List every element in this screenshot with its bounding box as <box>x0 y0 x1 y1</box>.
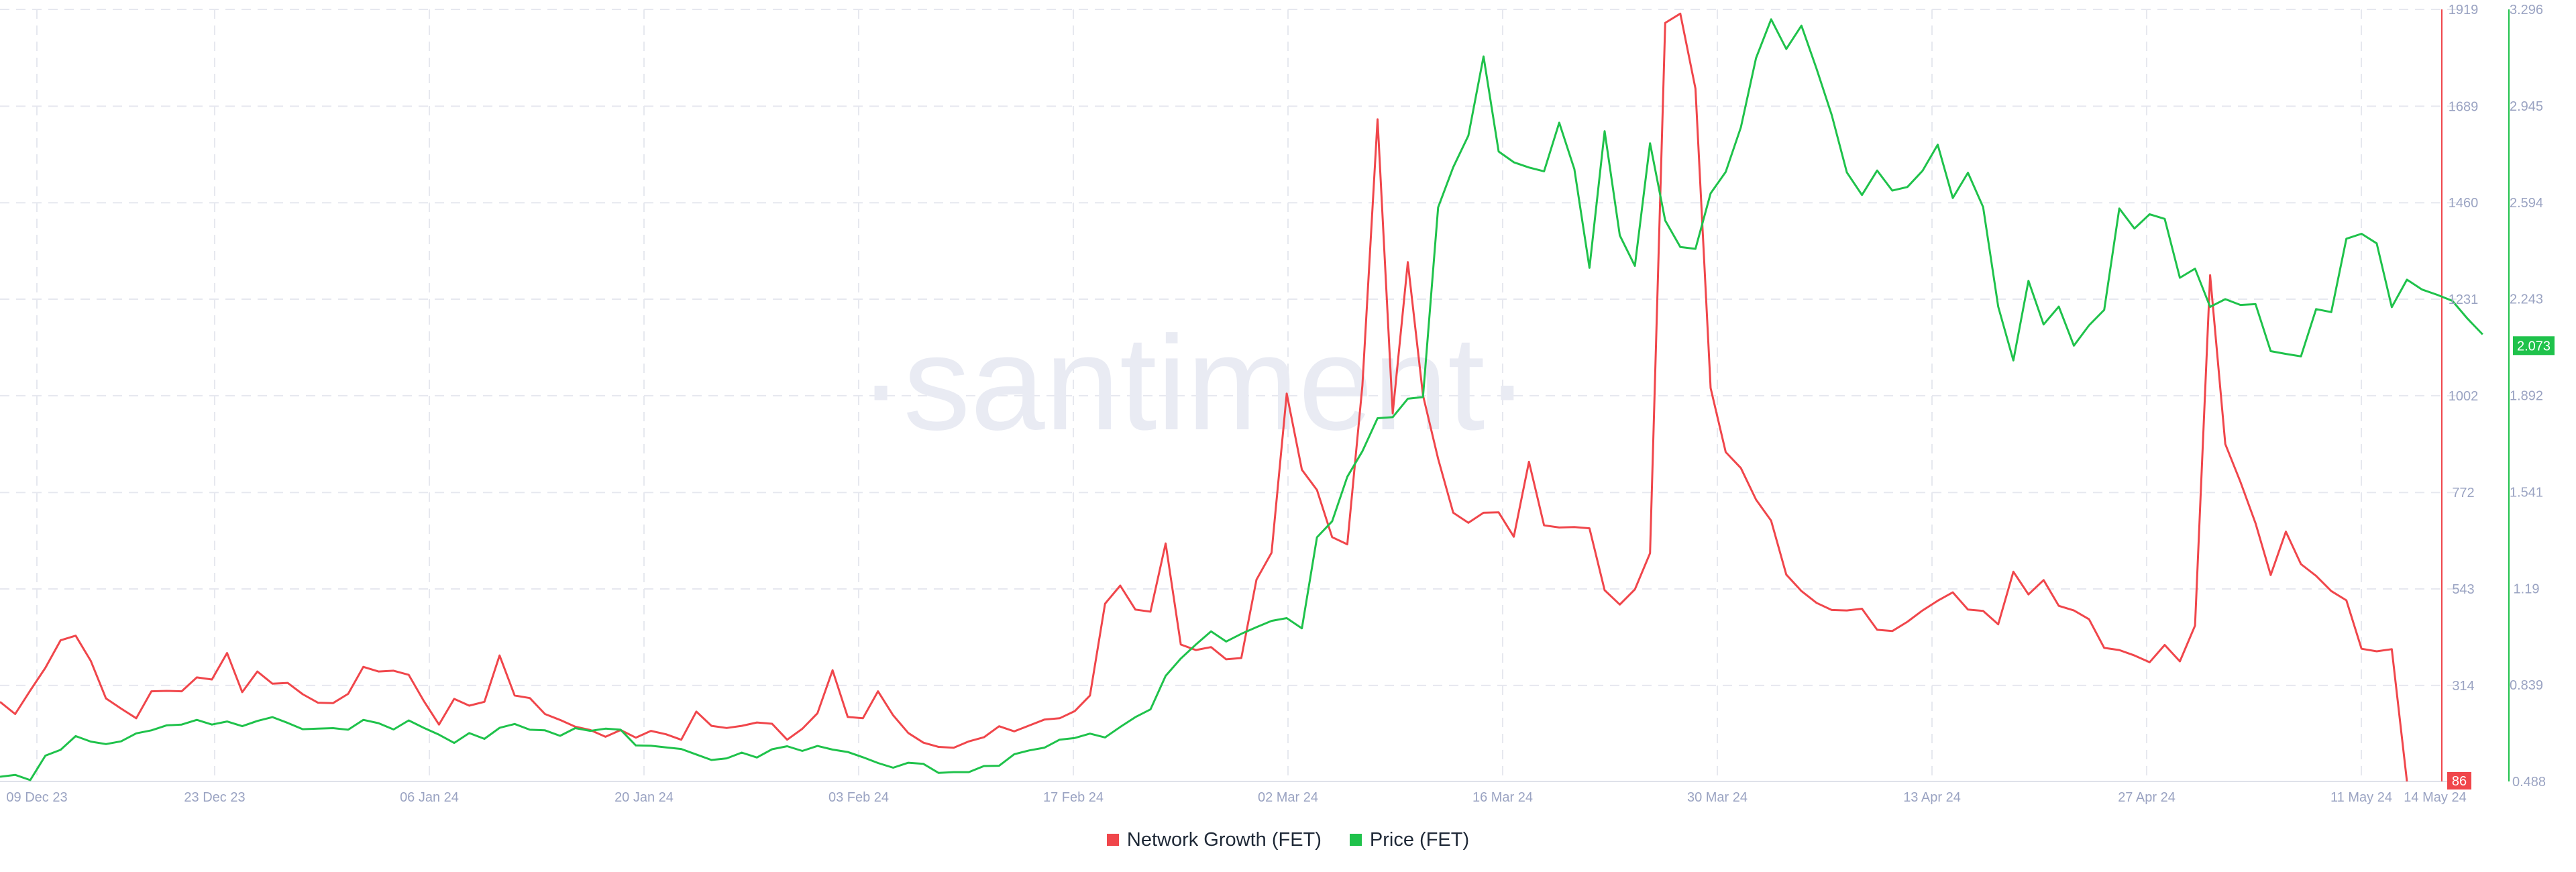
legend: Network Growth (FET) Price (FET) <box>0 824 2576 856</box>
x-axis-tick-label: 20 Jan 24 <box>614 790 674 805</box>
right-axis-tick-label: 1.541 <box>2510 485 2543 500</box>
right-axis-tick-label: 2.243 <box>2510 292 2543 307</box>
right-axis-tick-label: 2.945 <box>2510 99 2543 114</box>
right-axis-tick-label: 3.296 <box>2510 3 2543 17</box>
price-last-value: 2.073 <box>2517 339 2551 353</box>
left-axis-tick-label: 314 <box>2452 679 2474 694</box>
right-axis-tick-label: 0.488 <box>2512 775 2546 789</box>
santiment-watermark: ·santiment· <box>859 309 1529 458</box>
network-growth-swatch <box>1106 834 1119 846</box>
x-axis-tick-label: 02 Mar 24 <box>1258 790 1318 805</box>
x-axis-tick-label: 23 Dec 23 <box>184 790 245 805</box>
x-axis-tick-label: 13 Apr 24 <box>1903 790 1961 805</box>
series <box>0 12 2483 782</box>
x-axis-tick-label: 09 Dec 23 <box>6 790 67 805</box>
x-axis-tick-label: 16 Mar 24 <box>1472 790 1533 805</box>
left-axis-tick-label: 543 <box>2452 582 2474 597</box>
legend-label-price: Price (FET) <box>1369 828 1470 851</box>
price-swatch <box>1349 834 1362 846</box>
network-growth-line <box>0 12 2408 782</box>
x-axis-tick-label: 27 Apr 24 <box>2118 790 2176 805</box>
x-axis-tick-label: 06 Jan 24 <box>400 790 459 805</box>
network-growth-series <box>0 12 2408 782</box>
x-axis-tick-label: 17 Feb 24 <box>1043 790 1104 805</box>
x-axis-tick-label: 03 Feb 24 <box>828 790 889 805</box>
legend-item-network-growth[interactable]: Network Growth (FET) <box>1106 828 1322 851</box>
right-axis-tick-label: 1.892 <box>2510 389 2543 404</box>
left-axis-tick-label: 1460 <box>2449 196 2479 211</box>
x-axis-tick-label: 11 May 24 <box>2330 790 2392 805</box>
x-axis-tick-label: 14 May 24 <box>2404 790 2466 805</box>
value-badges: 86 2.073 <box>2447 336 2555 789</box>
axes <box>0 9 2510 782</box>
left-axis-tick-label: 1231 <box>2449 292 2479 307</box>
right-axis-tick-label: 1.19 <box>2514 582 2540 596</box>
price-series <box>0 18 2483 781</box>
legend-item-price[interactable]: Price (FET) <box>1349 828 1470 851</box>
grid <box>0 9 2459 781</box>
price-badge-bg <box>2513 336 2555 356</box>
x-axis-tick-label: 30 Mar 24 <box>1687 790 1748 805</box>
network-growth-last-value: 86 <box>2452 774 2467 789</box>
right-axis-tick-label: 0.839 <box>2510 678 2543 693</box>
left-axis-tick-label: 1002 <box>2449 389 2479 404</box>
left-axis-tick-label: 772 <box>2452 486 2474 500</box>
left-axis-tick-label: 1919 <box>2449 3 2479 17</box>
right-axis-tick-label: 2.594 <box>2510 196 2543 211</box>
tick-labels: 314 543 772 1002 1231 1460 1689 1919 0.839 1.19 1.… <box>6 3 2546 805</box>
network-growth-badge-bg <box>2447 772 2471 789</box>
legend-label-network-growth: Network Growth (FET) <box>1126 828 1322 851</box>
left-axis-tick-label: 1689 <box>2449 99 2479 114</box>
